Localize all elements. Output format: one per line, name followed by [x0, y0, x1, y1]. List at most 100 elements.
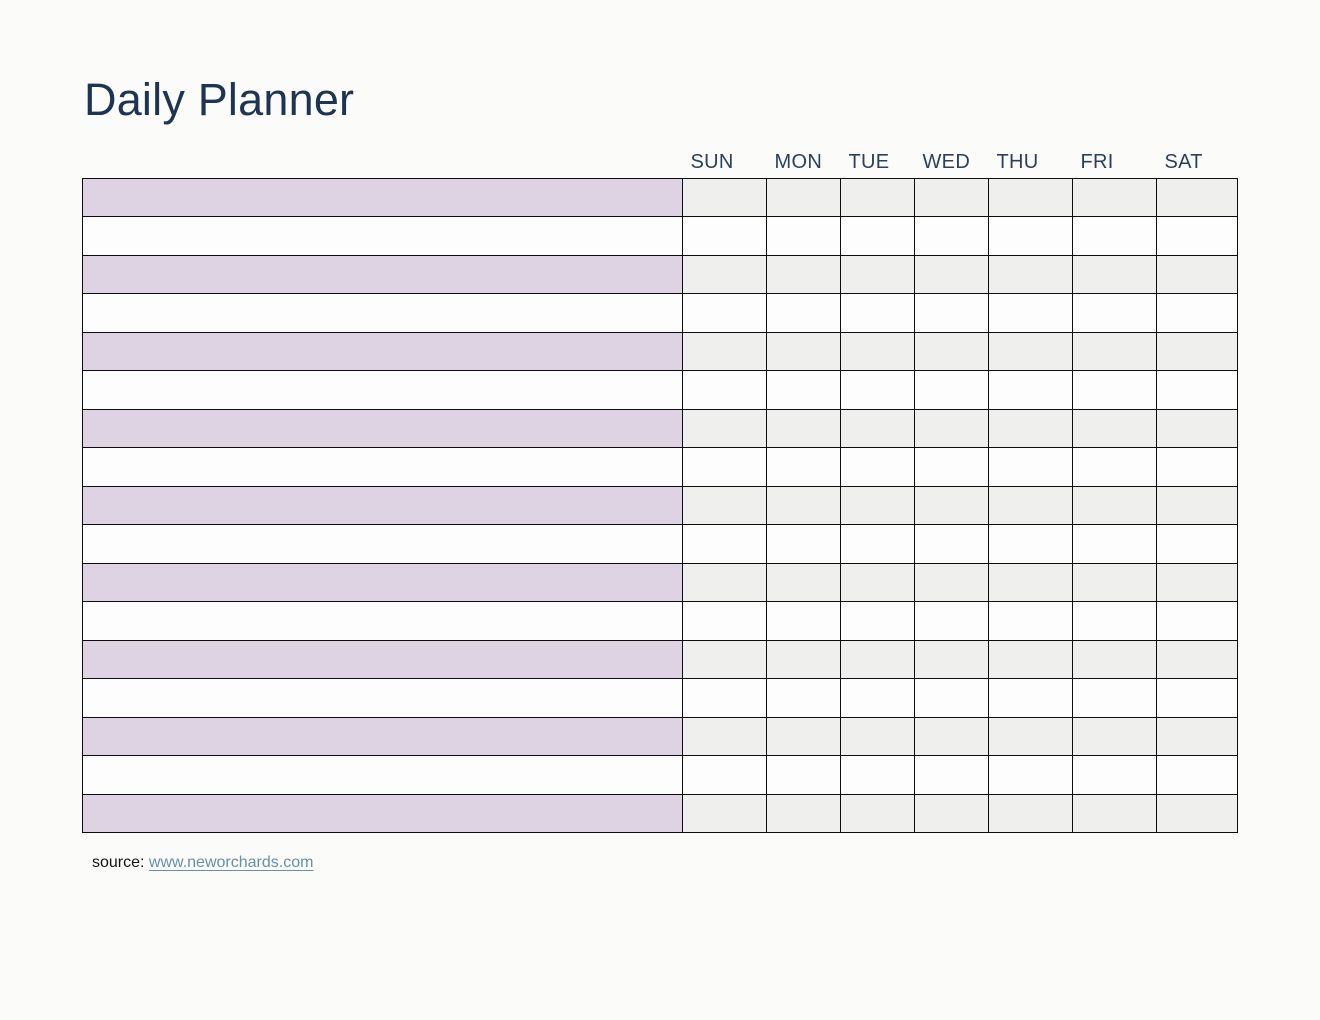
- day-cell: [682, 370, 767, 410]
- day-cell: [766, 370, 841, 410]
- day-cell: [766, 755, 841, 795]
- day-header-sun: SUN: [690, 150, 734, 173]
- day-cell: [682, 716, 767, 756]
- day-cell: [1072, 254, 1157, 294]
- day-cell: [766, 601, 841, 641]
- planner-body: [82, 177, 1238, 833]
- task-cell: [82, 755, 683, 795]
- day-cell: [682, 639, 767, 679]
- day-cell: [840, 408, 915, 448]
- planner-row: [82, 524, 1238, 564]
- day-cell: [1072, 293, 1157, 333]
- day-cell: [840, 370, 915, 410]
- day-cell: [988, 562, 1073, 602]
- day-cell: [682, 524, 767, 564]
- day-cell: [840, 562, 915, 602]
- planner-row: [82, 639, 1238, 679]
- day-cell: [914, 177, 989, 217]
- day-cell: [988, 485, 1073, 525]
- source-link[interactable]: www.neworchards.com: [148, 854, 314, 871]
- day-header-fri: FRI: [1080, 150, 1114, 173]
- day-cell: [840, 601, 915, 641]
- day-cell: [766, 639, 841, 679]
- day-cell: [988, 716, 1073, 756]
- day-cell: [1156, 177, 1238, 217]
- planner-row: [82, 755, 1238, 795]
- day-cell: [1156, 562, 1238, 602]
- day-cell: [766, 177, 841, 217]
- day-cell: [914, 639, 989, 679]
- day-cell: [766, 562, 841, 602]
- day-cell: [1072, 331, 1157, 371]
- day-cell: [914, 524, 989, 564]
- day-cell: [840, 485, 915, 525]
- day-cell: [840, 254, 915, 294]
- day-cell: [682, 793, 767, 833]
- day-cell: [1072, 755, 1157, 795]
- source-line: source: www.neworchards.com: [82, 854, 1238, 872]
- day-cell: [914, 447, 989, 487]
- day-cell: [988, 524, 1073, 564]
- day-cell: [766, 216, 841, 256]
- planner-row: [82, 254, 1238, 294]
- day-cell: [1072, 601, 1157, 641]
- day-cell: [682, 447, 767, 487]
- day-cell: [1156, 254, 1238, 294]
- planner-row: [82, 408, 1238, 448]
- task-column-spacer: [83, 146, 683, 178]
- day-cell: [914, 216, 989, 256]
- planner-table: SUN MON TUE WED THU FRI SAT: [82, 146, 1238, 833]
- day-cell: [766, 331, 841, 371]
- day-cell: [1156, 755, 1238, 795]
- day-cell: [682, 485, 767, 525]
- day-cell: [682, 254, 767, 294]
- day-cell: [914, 562, 989, 602]
- day-cell: [914, 716, 989, 756]
- day-cell: [1156, 793, 1238, 833]
- planner-row: [82, 447, 1238, 487]
- day-cell: [1072, 678, 1157, 718]
- planner-row: [82, 716, 1238, 756]
- day-cell: [988, 639, 1073, 679]
- day-cell: [914, 755, 989, 795]
- day-cell: [682, 331, 767, 371]
- day-cell: [766, 254, 841, 294]
- day-cell: [988, 216, 1073, 256]
- day-cell: [914, 678, 989, 718]
- day-cell: [682, 562, 767, 602]
- day-cell: [1072, 177, 1157, 217]
- day-cell: [840, 177, 915, 217]
- task-cell: [82, 678, 683, 718]
- day-cell: [988, 254, 1073, 294]
- task-cell: [82, 408, 683, 448]
- planner-row: [82, 562, 1238, 602]
- day-cell: [988, 755, 1073, 795]
- day-cell: [682, 293, 767, 333]
- day-cell: [766, 293, 841, 333]
- day-cell: [682, 408, 767, 448]
- day-cell: [1072, 524, 1157, 564]
- day-cell: [1156, 408, 1238, 448]
- day-cell: [1156, 447, 1238, 487]
- day-cell: [840, 716, 915, 756]
- day-cell: [840, 678, 915, 718]
- day-cell: [840, 216, 915, 256]
- planner-row: [82, 678, 1238, 718]
- day-cell: [1156, 485, 1238, 525]
- day-cell: [766, 447, 841, 487]
- task-cell: [82, 331, 683, 371]
- day-cell: [914, 485, 989, 525]
- day-cell: [988, 408, 1073, 448]
- task-cell: [82, 177, 683, 217]
- day-cell: [914, 601, 989, 641]
- day-cell: [1156, 370, 1238, 410]
- day-cell: [682, 678, 767, 718]
- day-header-tue: TUE: [848, 150, 890, 173]
- day-cell: [1072, 447, 1157, 487]
- task-cell: [82, 254, 683, 294]
- task-cell: [82, 793, 683, 833]
- day-cell: [1156, 678, 1238, 718]
- day-cell: [682, 177, 767, 217]
- day-cell: [988, 447, 1073, 487]
- day-cell: [914, 331, 989, 371]
